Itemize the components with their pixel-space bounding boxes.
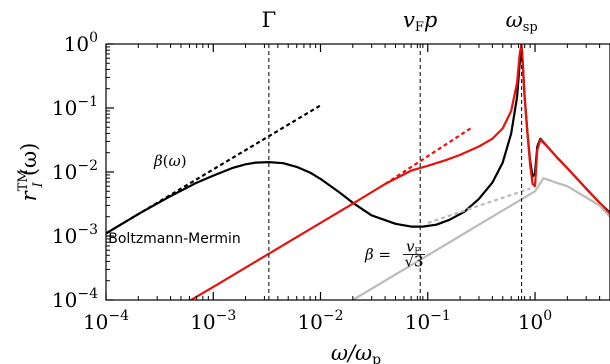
annotation-frac-den: √3	[404, 252, 423, 270]
series-line-black-dashed	[106, 104, 322, 235]
y-tick-label: 100	[64, 30, 98, 56]
y-axis-title: rTMI(ω)	[16, 143, 46, 202]
tick-layer	[105, 43, 601, 301]
series-line-grey-dashed	[427, 187, 531, 224]
annotation-beta: β(ω)	[153, 152, 187, 170]
vline-label: vFp	[403, 8, 437, 35]
vline-label: ωsp	[506, 8, 538, 35]
series-line-red-solid	[190, 44, 610, 300]
x-tick-label: 10−2	[297, 308, 343, 334]
annotation-beta-vf: β =	[364, 245, 391, 263]
x-tick-label: 10−4	[83, 308, 129, 334]
x-tick-label: 10−3	[190, 308, 236, 334]
vline-label: Γ	[262, 8, 277, 32]
x-tick-label: 100	[518, 308, 552, 334]
series-layer	[106, 44, 610, 300]
annotation-boltzmann-mermin: Boltzmann-Mermin	[108, 231, 241, 247]
annotation-frac-num: vF	[406, 237, 420, 255]
series-line-black-solid	[106, 44, 610, 235]
series-line-red-dashed	[384, 127, 472, 185]
y-tick-label: 10−3	[52, 222, 98, 248]
y-tick-label: 10−4	[52, 286, 98, 312]
y-tick-label: 10−2	[52, 158, 98, 184]
x-tick-label: 10−1	[405, 308, 451, 334]
series-line-grey-solid	[352, 177, 610, 300]
y-tick-label: 10−1	[52, 94, 98, 120]
x-axis-title: ω/ωp	[331, 341, 381, 364]
vline-layer	[268, 44, 523, 300]
